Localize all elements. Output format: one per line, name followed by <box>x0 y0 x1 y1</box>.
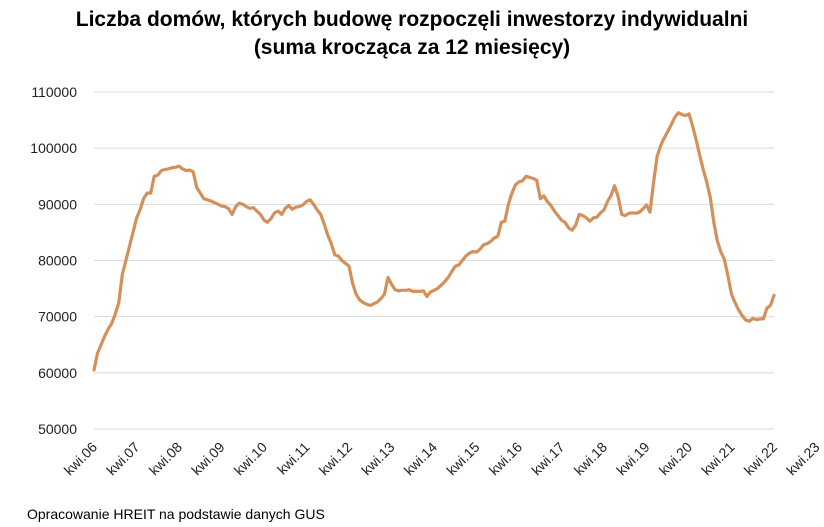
x-tick-label: kwi.12 <box>316 439 356 479</box>
x-tick-label: kwi.15 <box>443 439 483 479</box>
x-tick-label: kwi.06 <box>61 439 101 479</box>
gridlines <box>94 91 774 430</box>
y-tick-label: 70000 <box>38 309 77 325</box>
x-tick-label: kwi.14 <box>401 439 441 479</box>
x-tick-label: kwi.09 <box>188 439 228 479</box>
x-tick-label: kwi.21 <box>698 439 738 479</box>
x-tick-label: kwi.08 <box>146 439 186 479</box>
x-tick-label: kwi.19 <box>613 439 653 479</box>
x-tick-label: kwi.22 <box>741 439 781 479</box>
chart-title: Liczba domów, których budowę rozpoczęli … <box>0 6 824 62</box>
y-tick-label: 110000 <box>31 84 77 100</box>
x-axis-ticks: kwi.06 kwi.07 kwi.08 kwi.09 kwi.10 kwi.11 kwi.… <box>61 439 823 479</box>
y-tick-label: 100000 <box>30 140 77 156</box>
y-tick-label: 90000 <box>38 196 77 212</box>
y-tick-label: 60000 <box>38 365 77 381</box>
x-tick-label: kwi.13 <box>358 439 398 479</box>
series-line-layer <box>92 111 776 372</box>
source-note: Opracowanie HREIT na podstawie danych GU… <box>27 506 325 522</box>
x-tick-label: kwi.18 <box>571 439 611 479</box>
chart-title-line-2: (suma krocząca za 12 miesięcy) <box>253 36 571 59</box>
x-tick-label: kwi.17 <box>528 439 568 479</box>
x-tick-label: kwi.16 <box>486 439 526 479</box>
series-line <box>92 111 776 372</box>
chart-title-line-1: Liczba domów, których budowę rozpoczęli … <box>75 8 749 31</box>
x-tick-label: kwi.23 <box>783 439 823 479</box>
x-tick-label: kwi.11 <box>274 439 313 478</box>
x-tick-label: kwi.20 <box>656 439 696 479</box>
y-tick-label: 80000 <box>38 253 77 269</box>
line-chart: 50000 60000 70000 80000 90000 100000 110000 kw… <box>30 84 823 479</box>
x-tick-label: kwi.07 <box>103 439 143 479</box>
x-tick-label: kwi.10 <box>231 439 271 479</box>
y-tick-label: 50000 <box>38 421 77 437</box>
y-axis-ticks: 50000 60000 70000 80000 90000 100000 110000 <box>30 84 77 437</box>
